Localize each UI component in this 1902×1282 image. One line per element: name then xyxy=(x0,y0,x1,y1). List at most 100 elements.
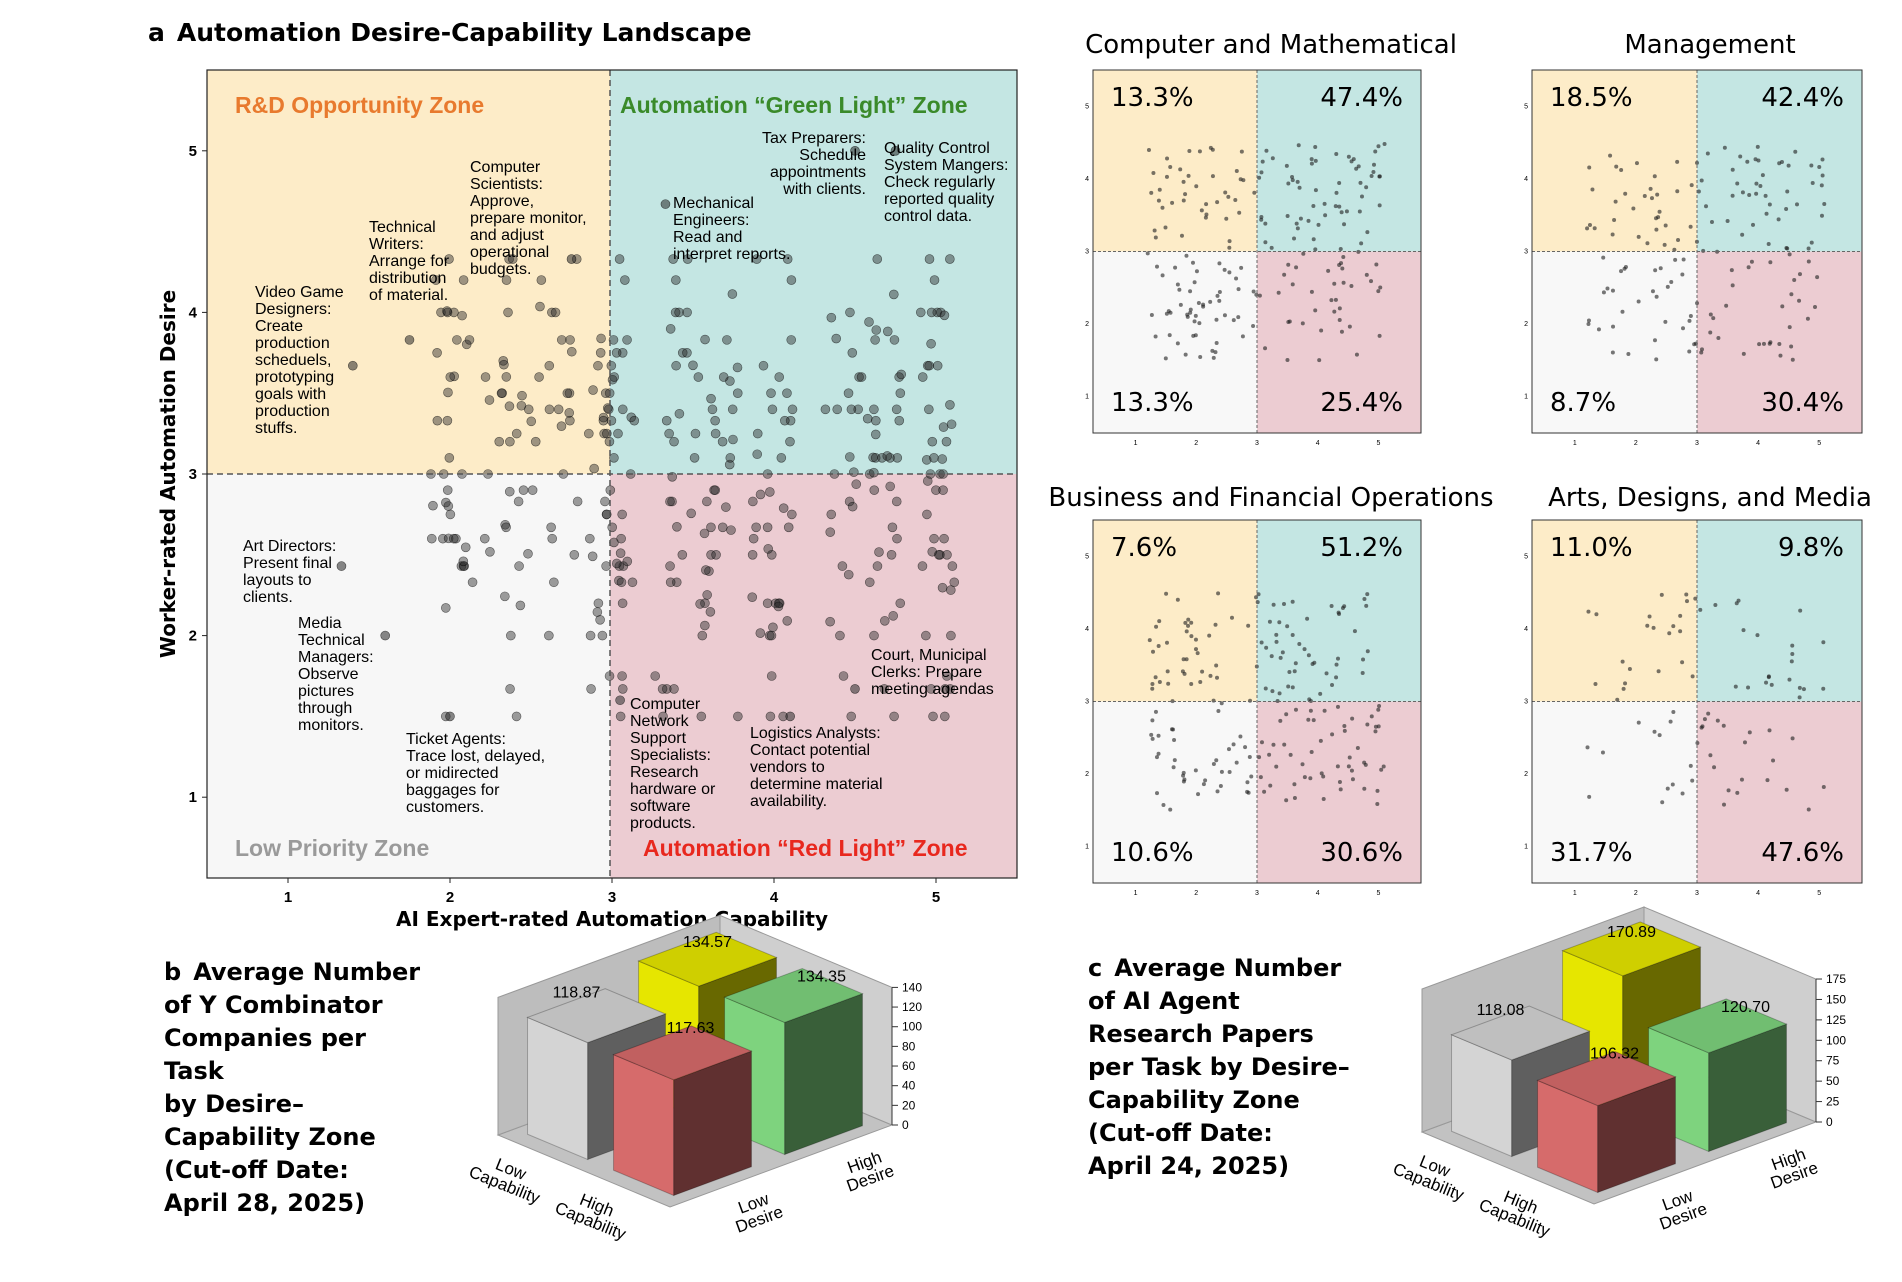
task-point xyxy=(547,533,558,544)
task-point xyxy=(725,453,736,463)
task-point xyxy=(787,404,798,415)
task-point xyxy=(882,451,893,461)
task-point xyxy=(700,565,711,575)
task-point xyxy=(1373,724,1378,729)
task-point xyxy=(1215,789,1220,794)
task-point xyxy=(929,453,939,463)
task-point xyxy=(1313,308,1318,313)
task-point xyxy=(1371,162,1376,167)
task-point xyxy=(1264,148,1269,153)
task-point xyxy=(1362,786,1367,791)
task-point xyxy=(614,575,624,586)
task-point xyxy=(1754,181,1759,186)
occupation-small-multiples: 1 1 2 2 3 3 4 4 5 5 Computer and Mathematical 13.3%… xyxy=(1048,30,1872,897)
task-point xyxy=(1263,240,1268,245)
annotation-line: Support xyxy=(630,730,687,747)
task-point xyxy=(1681,326,1686,331)
task-point xyxy=(1264,645,1269,650)
task-point xyxy=(1704,204,1709,209)
task-point xyxy=(589,463,599,474)
task-point xyxy=(614,561,625,571)
task-point xyxy=(1623,681,1628,686)
task-point xyxy=(879,616,890,626)
task-point xyxy=(1157,619,1162,624)
task-point xyxy=(1369,279,1374,284)
task-point xyxy=(1626,351,1631,356)
task-point xyxy=(1280,650,1285,655)
task-point xyxy=(592,607,603,617)
task-point xyxy=(1675,159,1680,164)
task-point xyxy=(786,335,797,345)
task-point xyxy=(665,324,676,334)
task-point xyxy=(1753,157,1758,162)
task-point xyxy=(1183,192,1188,197)
task-point xyxy=(1171,765,1176,770)
task-point xyxy=(751,254,762,264)
task-point xyxy=(1785,189,1790,194)
task-point xyxy=(927,436,938,447)
highlighted-task-point xyxy=(615,695,625,706)
task-point xyxy=(1276,290,1281,295)
task-point xyxy=(677,549,688,560)
task-point xyxy=(1741,628,1746,633)
annotation-line: Network xyxy=(630,713,690,730)
x-tick-label: 3 xyxy=(1255,440,1259,447)
task-point xyxy=(1790,357,1795,362)
task-point xyxy=(1208,299,1213,304)
panel-c-title-line: Average Number xyxy=(1114,954,1342,982)
z-tick-label: 150 xyxy=(1826,992,1846,1006)
task-point xyxy=(1377,333,1382,338)
red-quadrant xyxy=(1697,701,1862,883)
task-point xyxy=(1634,161,1639,166)
task-point xyxy=(442,306,452,316)
task-point xyxy=(942,671,952,681)
task-point xyxy=(879,684,890,694)
task-point xyxy=(650,671,661,681)
task-point xyxy=(1188,307,1193,312)
task-point xyxy=(939,533,949,544)
task-point xyxy=(1337,780,1342,785)
task-point xyxy=(928,711,938,722)
task-point xyxy=(669,684,679,694)
task-point xyxy=(1166,681,1171,686)
task-point xyxy=(668,254,678,264)
task-point xyxy=(514,561,524,571)
task-point xyxy=(1376,144,1381,149)
task-point xyxy=(1257,293,1262,298)
task-point xyxy=(1211,761,1216,766)
task-point xyxy=(549,577,559,588)
task-point xyxy=(1210,174,1215,179)
task-point xyxy=(1246,623,1251,628)
occupation-plot: 1 1 2 2 3 3 4 4 5 5 Arts, Designs, and Media 11.0% 9… xyxy=(1524,483,1872,897)
task-point xyxy=(1601,255,1606,260)
task-point xyxy=(1201,782,1206,787)
panel-c-title-line: April 24, 2025) xyxy=(1088,1152,1290,1180)
panel-c-letter: c xyxy=(1088,954,1103,982)
task-point xyxy=(1650,289,1655,294)
task-point xyxy=(1274,764,1279,769)
quadrant-share-label: 47.4% xyxy=(1320,83,1403,113)
task-point xyxy=(1165,669,1170,674)
task-point xyxy=(1695,301,1700,306)
task-point xyxy=(707,404,718,415)
task-point xyxy=(765,711,776,722)
task-point xyxy=(1286,262,1291,267)
task-point xyxy=(1203,215,1208,220)
task-point xyxy=(1601,290,1606,295)
task-point xyxy=(1290,178,1295,183)
highlighted-task-point xyxy=(404,335,415,345)
task-point xyxy=(1776,217,1781,222)
task-point xyxy=(1820,173,1825,178)
task-point xyxy=(503,307,513,318)
task-point xyxy=(1755,144,1760,149)
task-point xyxy=(1198,354,1203,359)
task-point xyxy=(1183,620,1188,625)
task-point xyxy=(1654,227,1659,232)
task-point xyxy=(1164,591,1169,596)
panel-b-title-line: Capability Zone xyxy=(164,1123,376,1151)
task-point xyxy=(535,301,545,312)
task-point xyxy=(1217,261,1222,266)
task-point xyxy=(1657,733,1662,738)
